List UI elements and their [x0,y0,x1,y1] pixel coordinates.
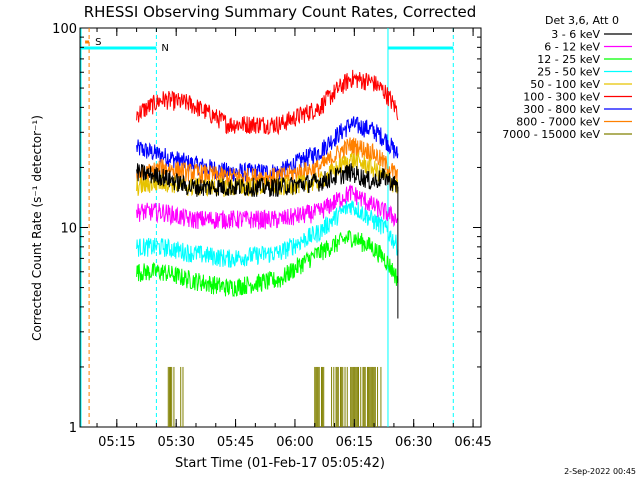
legend-entry-label: 25 - 50 keV [537,66,600,79]
series-line [136,200,399,268]
series-line [136,229,399,297]
series-line [136,69,399,136]
legend-entry-label: 300 - 800 keV [523,103,600,116]
x-axis-label: Start Time (01-Feb-17 05:05:42) [175,456,385,471]
legend-entry-label: 7000 - 15000 keV [502,128,600,141]
legend-entry-label: 6 - 12 keV [544,41,600,54]
legend-entry-label: 3 - 6 keV [551,28,600,41]
x-tick-label: 05:30 [157,435,194,450]
x-tick-label: 06:30 [395,435,432,450]
x-tick-label: 06:45 [454,435,491,450]
timestamp: 2-Sep-2022 00:45 [564,467,636,476]
axis-layer: 05:15 05:30 05:45 06:00 06:15 06:30 06:45 1 10 10… [52,22,492,450]
marker-layer: SN [80,28,454,427]
legend-entry-label: 800 - 7000 keV [516,116,600,129]
plot-frame [79,27,482,428]
y-tick-label: 10 [60,222,77,237]
series-line [136,116,399,182]
night-marker-label: N [161,43,168,54]
legend-entry-label: 100 - 300 keV [523,91,600,104]
y-tick-label: 100 [52,22,77,37]
legend-entry-label: 50 - 100 keV [530,78,600,91]
saa-marker-label: S [95,37,101,48]
series-line [136,163,399,198]
series-line [136,184,399,230]
x-tick-label: 06:15 [336,435,373,450]
chart-title: RHESSI Observing Summary Count Rates, Co… [84,3,477,21]
legend-entry-label: 12 - 25 keV [537,53,600,66]
y-tick-label: 1 [69,421,77,436]
x-tick-label: 05:45 [217,435,254,450]
x-tick-label: 06:00 [276,435,313,450]
legend-title: Det 3,6, Att 0 [545,14,619,27]
y-axis-label: Corrected Count Rate (s⁻¹ detector⁻¹) [30,115,44,341]
x-tick-label: 05:15 [98,435,135,450]
series-layer [136,69,399,427]
